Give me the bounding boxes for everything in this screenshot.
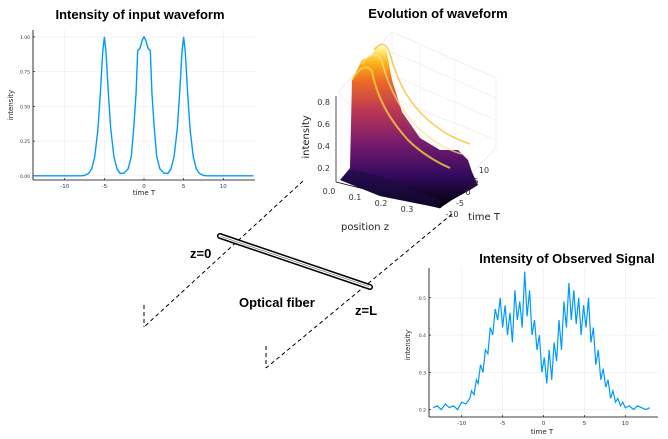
surface-grid-line bbox=[391, 97, 497, 141]
input-chart-ytick-label: 0.50 bbox=[20, 104, 30, 110]
surface-xtick-label: 0.1 bbox=[349, 193, 362, 202]
observed-signal-line bbox=[432, 271, 651, 411]
surface-xtick-label: 0.0 bbox=[323, 187, 336, 196]
input-chart-xtick-label: -10 bbox=[60, 184, 69, 190]
surface-ridge-2 bbox=[361, 53, 463, 155]
observed-chart-xlabel: time T bbox=[531, 428, 554, 436]
surface-xtick-label: 0.3 bbox=[401, 205, 414, 214]
observed-chart-ytick-label: 0.2 bbox=[419, 408, 426, 414]
optical-fiber bbox=[217, 233, 373, 290]
input-chart-ytick-label: 1.00 bbox=[20, 35, 30, 41]
observed-chart-ytick-label: 0.5 bbox=[419, 296, 426, 302]
observed-chart-ylabel: intensity bbox=[404, 330, 412, 360]
fiber-end-label: z=L bbox=[355, 303, 377, 318]
surface-ytick-label: -5 bbox=[456, 199, 464, 208]
fiber-name-label: Optical fiber bbox=[239, 295, 315, 310]
observed-chart-xtick-label: 5 bbox=[583, 421, 587, 427]
evolution-chart-title: Evolution of waveform bbox=[368, 6, 507, 21]
surface-ytick-label: 0 bbox=[465, 188, 470, 197]
observed-chart-xtick-label: 0 bbox=[542, 421, 546, 427]
observed-chart-title: Intensity of Observed Signal bbox=[479, 251, 655, 266]
surface-ztick-label: 0.8 bbox=[317, 98, 330, 107]
input-waveform-line bbox=[34, 35, 254, 177]
dashed-link-input bbox=[143, 180, 304, 328]
surface-ztick-label: 0.2 bbox=[317, 164, 330, 173]
input-chart-ytick-label: 0.25 bbox=[20, 139, 30, 145]
surface-ylabel: time T bbox=[468, 212, 501, 223]
surface-ytick-label: 5 bbox=[473, 177, 478, 186]
surface-ridge-1 bbox=[351, 66, 451, 169]
input-chart-title: Intensity of input waveform bbox=[55, 7, 224, 22]
surface-ztick-label: 0.4 bbox=[317, 142, 330, 151]
surface-ridge-3 bbox=[373, 43, 471, 145]
input-chart-xlabel: time T bbox=[133, 189, 156, 197]
input-chart-xtick-label: -5 bbox=[102, 184, 108, 190]
observed-chart-ytick-label: 0.4 bbox=[419, 333, 426, 339]
observed-chart-grid bbox=[429, 268, 658, 417]
surface-grid-line bbox=[391, 74, 497, 121]
input-chart-xtick-label: 0 bbox=[142, 184, 146, 190]
surface-ztick-label: 0.6 bbox=[317, 120, 330, 129]
projection-lines bbox=[143, 180, 453, 369]
observed-chart-ytick-label: 0.3 bbox=[419, 370, 426, 376]
surface-grid-line bbox=[391, 51, 497, 99]
observed-intensity-chart: -10 -5 0 5 10 0.2 0.3 0.4 0.5 time T intensity bbox=[404, 268, 658, 436]
input-chart-ylabel: intensity bbox=[7, 90, 15, 120]
input-chart-ytick-label: 0.75 bbox=[20, 70, 30, 76]
input-chart-grid bbox=[33, 30, 255, 180]
observed-chart-xtick-label: -10 bbox=[457, 421, 466, 427]
fiber-start-label: z=0 bbox=[190, 246, 211, 261]
surface-ytick-label: 10 bbox=[479, 166, 489, 175]
input-chart-xtick-label: 5 bbox=[182, 184, 186, 190]
input-chart-ytick-label: 0.00 bbox=[20, 174, 30, 180]
surface-xlabel: position z bbox=[341, 222, 389, 233]
input-intensity-chart: -10 -5 0 5 10 0.00 0.25 0.50 0.75 1.00 time T int… bbox=[7, 30, 255, 197]
surface-shadow bbox=[340, 170, 440, 208]
surface-body bbox=[340, 46, 478, 208]
surface-xtick-label: 0.2 bbox=[375, 199, 388, 208]
surface-zlabel: intensity bbox=[301, 115, 312, 158]
observed-chart-xtick-label: -5 bbox=[500, 421, 506, 427]
input-chart-xtick-label: 10 bbox=[220, 184, 227, 190]
dashed-link-output bbox=[265, 213, 453, 369]
fiber-core bbox=[220, 236, 370, 287]
observed-chart-xtick-label: 10 bbox=[622, 421, 629, 427]
